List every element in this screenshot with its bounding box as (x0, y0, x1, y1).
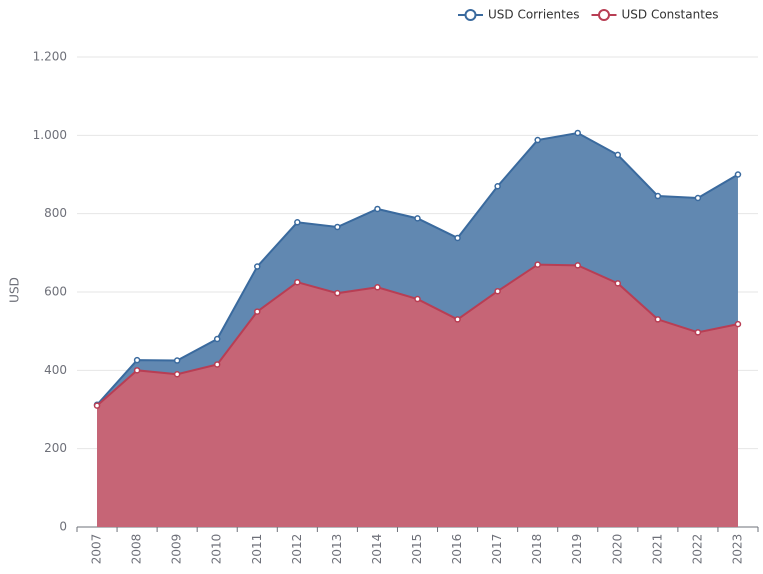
point (294, 219, 301, 226)
point (574, 262, 581, 269)
area (97, 264, 738, 527)
point (374, 284, 381, 291)
point (374, 205, 381, 213)
x-tick-label: 2007 (90, 534, 104, 565)
x-tick-label: 2018 (530, 534, 544, 565)
point (654, 192, 662, 200)
legend-label: USD Corrientes (488, 8, 580, 22)
point (694, 194, 702, 202)
point (414, 215, 421, 222)
x-tick-label: 2022 (690, 534, 704, 565)
legend-marker (598, 9, 610, 21)
point (133, 356, 141, 364)
point (254, 308, 261, 315)
y-tick-label: 0 (59, 520, 67, 534)
y-tick-label: 200 (44, 441, 67, 455)
point (213, 361, 221, 368)
point (213, 335, 221, 343)
x-tick-label: 2010 (210, 534, 224, 565)
point (534, 136, 541, 144)
point (173, 357, 181, 364)
x-tick-label: 2009 (170, 534, 184, 565)
point (494, 287, 501, 295)
point (294, 278, 301, 286)
point (574, 129, 581, 137)
y-tick-label: 600 (44, 285, 67, 299)
legend-label: USD Constantes (622, 8, 719, 22)
y-tick-label: 800 (44, 206, 67, 220)
x-tick-label: 2008 (130, 534, 144, 565)
x-tick-label: 2014 (370, 534, 384, 565)
point (534, 261, 541, 268)
point (254, 263, 261, 270)
point (133, 367, 141, 374)
x-tick-label: 2021 (650, 534, 664, 565)
x-tick-label: 2015 (410, 534, 424, 565)
y-tick-label: 1.000 (33, 128, 67, 142)
y-tick-label: 400 (44, 363, 67, 377)
point (734, 171, 742, 178)
x-tick-label: 2016 (450, 534, 464, 565)
point (173, 371, 181, 378)
point (614, 280, 622, 287)
point (454, 316, 461, 323)
point (654, 316, 662, 323)
point (494, 183, 501, 190)
point (454, 234, 461, 242)
x-tick-label: 2013 (330, 534, 344, 565)
y-axis-label: USD (8, 277, 22, 303)
legend-marker (464, 9, 477, 21)
x-tick-label: 2020 (610, 534, 624, 565)
y-tick-label: 1.200 (33, 50, 67, 64)
point (614, 151, 622, 159)
x-tick-label: 2012 (290, 534, 304, 565)
point (414, 295, 421, 303)
point (334, 289, 341, 297)
x-tick-label: 2019 (570, 534, 584, 565)
point (694, 329, 702, 336)
point (334, 223, 341, 231)
x-tick-label: 2011 (250, 534, 264, 565)
x-tick-label: 2023 (730, 534, 744, 565)
point (93, 402, 101, 409)
x-tick-label: 2017 (490, 534, 504, 565)
point (734, 320, 742, 328)
